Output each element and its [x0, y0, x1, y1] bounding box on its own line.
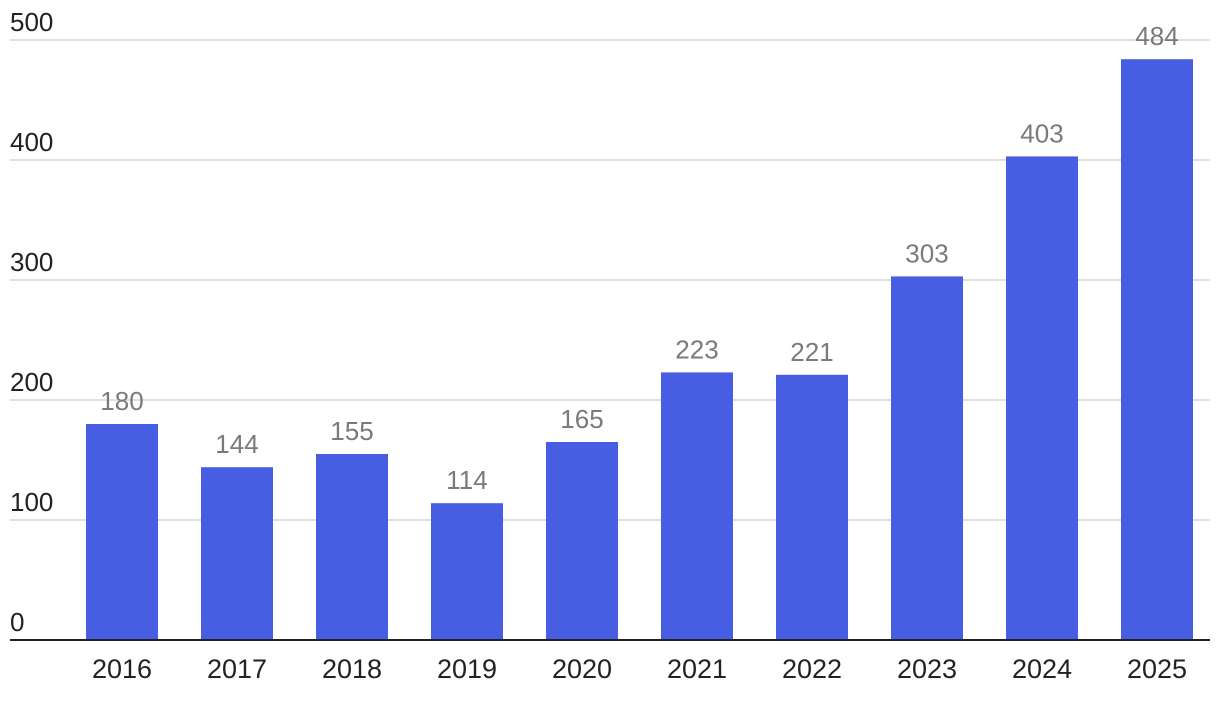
y-axis-tick-labels: 0 100 200 300 400 500: [10, 7, 53, 637]
bar-value-label: 165: [560, 404, 603, 434]
bar: [431, 503, 503, 640]
x-tick-label: 2016: [92, 654, 152, 684]
x-tick-label: 2020: [552, 654, 612, 684]
y-tick-label: 100: [10, 487, 53, 517]
bar-value-label: 303: [905, 238, 948, 268]
y-tick-label: 200: [10, 367, 53, 397]
x-tick-label: 2019: [437, 654, 497, 684]
bar-value-label: 223: [675, 334, 718, 364]
x-tick-label: 2022: [782, 654, 842, 684]
bar-value-label: 144: [215, 429, 258, 459]
x-tick-label: 2024: [1012, 654, 1072, 684]
y-tick-label: 500: [10, 7, 53, 37]
bar: [316, 454, 388, 640]
y-tick-label: 0: [10, 607, 24, 637]
bar-value-label: 114: [446, 465, 487, 495]
bar: [1006, 156, 1078, 640]
bar-value-label: 403: [1020, 118, 1063, 148]
bar: [546, 442, 618, 640]
y-tick-label: 400: [10, 127, 53, 157]
x-tick-label: 2017: [207, 654, 267, 684]
bar: [201, 467, 273, 640]
bar-value-label: 221: [790, 337, 833, 367]
bar: [891, 276, 963, 640]
bar-value-labels: 180 144 155 114 165 223 221 303 403 484: [100, 21, 1178, 495]
x-tick-label: 2023: [897, 654, 957, 684]
x-tick-label: 2021: [667, 654, 727, 684]
x-tick-label: 2018: [322, 654, 382, 684]
bar: [776, 374, 848, 640]
x-tick-label: 2025: [1127, 654, 1187, 684]
bar-value-label: 180: [100, 386, 143, 416]
y-tick-label: 300: [10, 247, 53, 277]
bar: [661, 372, 733, 640]
x-axis-tick-labels: 2016 2017 2018 2019 2020 2021 2022 2023 2024 2025: [92, 654, 1187, 684]
bars: [86, 59, 1193, 640]
bar-value-label: 155: [330, 416, 373, 446]
bar-value-label: 484: [1135, 21, 1178, 51]
bar: [86, 424, 158, 640]
bar: [1121, 59, 1193, 640]
